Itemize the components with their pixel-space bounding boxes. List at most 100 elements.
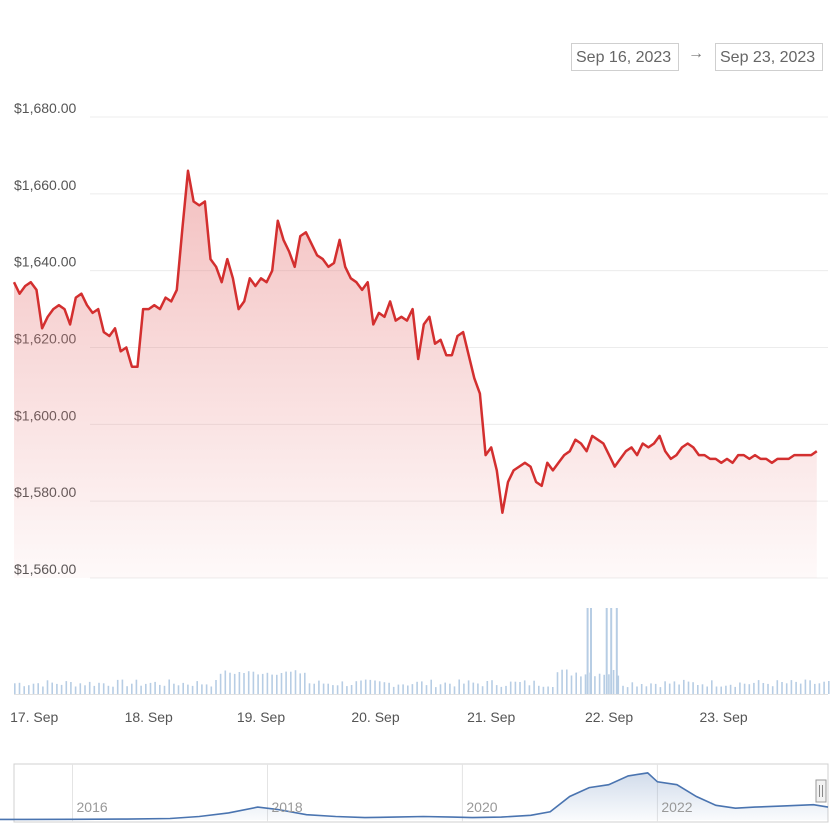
x-tick-label: 22. Sep (585, 709, 633, 725)
volume-bar (631, 682, 634, 694)
volume-bar (135, 679, 138, 694)
volume-bar (725, 685, 727, 694)
volume-bar (247, 671, 250, 694)
volume-bar (799, 683, 802, 694)
volume-bar (360, 680, 362, 694)
volume-bar (523, 680, 526, 694)
volume-bar (243, 673, 245, 694)
volume-bar (556, 672, 559, 694)
volume-bar (42, 686, 44, 694)
volume-bar (818, 683, 821, 694)
volume-bar (668, 683, 671, 694)
volume-bar (224, 670, 227, 694)
volume-bar (566, 669, 568, 694)
volume-bar (767, 683, 769, 694)
volume-bar (37, 683, 39, 694)
navigator-line (0, 772, 829, 821)
volume-spike-bar (615, 608, 618, 694)
navigator-handle[interactable] (815, 779, 827, 803)
volume-bar (692, 682, 694, 694)
volume-bar (411, 684, 414, 694)
volume-bar (481, 686, 484, 694)
navigator-tick-label: 2022 (661, 799, 692, 815)
volume-spike-bar (590, 608, 592, 694)
volume-bar (93, 685, 96, 694)
volume-bar (374, 680, 376, 694)
volume-bar (229, 672, 231, 694)
volume-bar (467, 680, 470, 694)
volume-bar (378, 681, 381, 694)
volume-bar (435, 687, 437, 694)
volume-bar (308, 683, 311, 694)
volume-bar (98, 682, 100, 694)
volume-bar (645, 686, 648, 694)
volume-spike-bar (610, 608, 613, 694)
volume-bar (187, 684, 189, 694)
volume-bar (233, 673, 236, 694)
volume-bar (70, 682, 72, 694)
x-tick-label: 23. Sep (699, 709, 747, 725)
volume-bar (215, 680, 217, 694)
y-tick-label: $1,660.00 (14, 177, 76, 193)
volume-bar (145, 683, 147, 694)
volume-bar (505, 685, 507, 694)
volume-bar (687, 681, 690, 694)
volume-bar (739, 682, 741, 694)
volume-bar (720, 686, 722, 694)
navigator-tick-label: 2020 (466, 799, 497, 815)
volume-bar (715, 686, 718, 694)
x-tick-label: 17. Sep (10, 709, 58, 725)
range-start-input[interactable]: Sep 16, 2023 (571, 43, 679, 71)
volume-bar (313, 683, 315, 694)
volume-bar (795, 681, 797, 694)
volume-bar (266, 672, 269, 694)
volume-bar (51, 682, 53, 694)
volume-bar (809, 680, 811, 694)
volume-bar (617, 675, 620, 694)
volume-bar (299, 673, 301, 694)
volume-bar (697, 685, 699, 694)
volume-bar (46, 680, 49, 694)
volume-bar (355, 681, 358, 694)
volume-bar (28, 685, 30, 694)
volume-bar (205, 684, 208, 694)
price-line[interactable] (12, 169, 818, 514)
volume-bar (664, 681, 666, 694)
volume-bar (191, 685, 194, 694)
volume-bar (182, 682, 184, 694)
volume-bar (271, 674, 273, 694)
volume-bar (790, 680, 793, 694)
navigator-labels: 2016 2018 2020 2022 (77, 799, 693, 815)
volume-bar (294, 670, 297, 694)
volume-bar (654, 683, 657, 694)
volume-bar (60, 684, 63, 694)
navigator[interactable]: 2016 2018 2020 2022 (0, 763, 829, 823)
volume-bar (112, 686, 114, 694)
volume-bar (458, 679, 460, 694)
volume-bar (580, 676, 582, 694)
volume-bar (729, 684, 732, 694)
volume-bar (261, 673, 264, 694)
x-tick-label: 20. Sep (351, 709, 399, 725)
volume-bar (421, 681, 423, 694)
volume-bar (341, 681, 344, 694)
navigator-area (0, 772, 828, 820)
volume-bar (131, 683, 133, 694)
volume-bar (14, 683, 16, 694)
navigator-tick-label: 2016 (77, 799, 108, 815)
volume-bar (570, 675, 573, 694)
volume-bar (547, 686, 549, 694)
volume-bar (32, 683, 35, 694)
volume-bar (528, 685, 531, 694)
volume-bar (781, 682, 783, 694)
volume-bar (276, 674, 278, 694)
x-axis-labels: 17. Sep 18. Sep 19. Sep 20. Sep 21. Sep 22. S… (10, 709, 748, 725)
volume-bar (804, 679, 807, 694)
volume-bar (771, 686, 774, 694)
y-tick-label: $1,640.00 (14, 254, 76, 270)
volume-bar (140, 685, 142, 694)
volume-bar (369, 679, 372, 694)
range-end-input[interactable]: Sep 23, 2023 (715, 43, 823, 71)
volume-bar (640, 684, 643, 694)
